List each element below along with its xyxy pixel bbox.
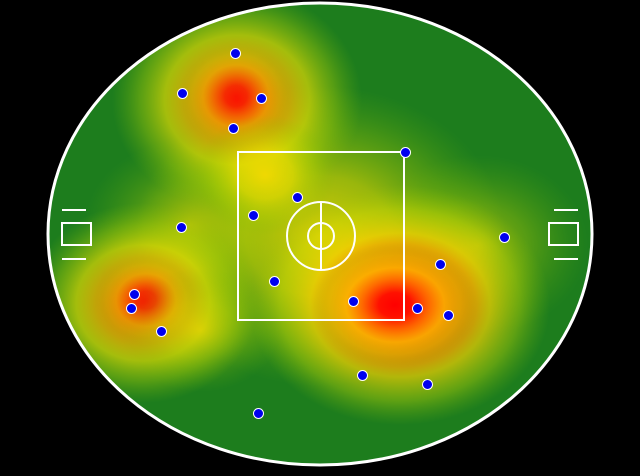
heat-blob-neck-lower	[120, 268, 280, 392]
goal-square-left	[61, 222, 92, 246]
heat-blob-right-core	[313, 243, 477, 367]
goal-square-right	[548, 222, 579, 246]
centre-square	[237, 151, 405, 321]
boundary-line	[46, 1, 594, 467]
field-markings	[46, 1, 594, 467]
heat-blob-neck-upper	[195, 115, 335, 235]
